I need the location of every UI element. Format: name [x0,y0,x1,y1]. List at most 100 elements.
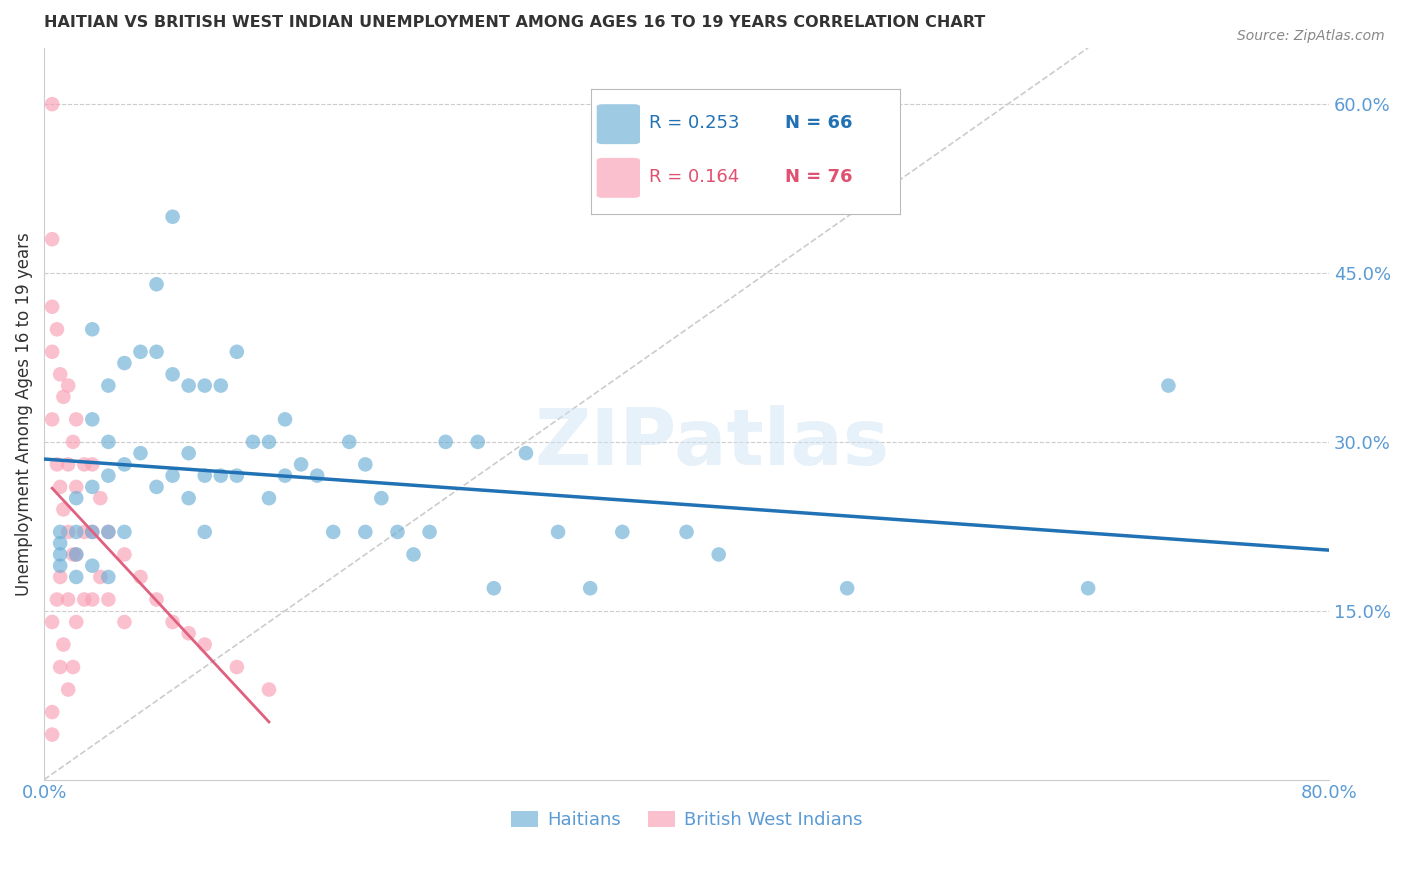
Point [112,356,135,370]
Point [73,458,96,472]
FancyBboxPatch shape [596,158,640,198]
Point [579,581,602,595]
Point [65,480,87,494]
Point [52,638,75,652]
Point [65,491,87,505]
Point [65,570,87,584]
Text: HAITIAN VS BRITISH WEST INDIAN UNEMPLOYMENT AMONG AGES 16 TO 19 YEARS CORRELATIO: HAITIAN VS BRITISH WEST INDIAN UNEMPLOYM… [44,15,986,30]
Point [41,728,63,742]
Point [145,277,167,292]
Point [49,368,72,382]
Point [129,344,152,359]
Point [97,434,120,449]
Point [46,592,69,607]
Point [41,300,63,314]
Point [41,615,63,629]
Point [194,638,217,652]
Point [837,581,859,595]
Point [49,660,72,674]
Point [82,322,104,336]
Point [46,458,69,472]
Point [337,434,360,449]
Point [73,524,96,539]
Point [419,524,441,539]
Point [65,548,87,562]
Point [49,558,72,573]
Point [112,548,135,562]
Point [52,502,75,516]
Point [482,581,505,595]
Point [49,570,72,584]
Point [707,548,730,562]
Point [129,570,152,584]
Point [209,378,232,392]
Point [82,592,104,607]
Point [434,434,457,449]
Point [129,446,152,460]
Point [97,378,120,392]
Text: ZIPatlas: ZIPatlas [534,405,890,481]
Point [97,592,120,607]
Point [225,468,247,483]
Point [274,468,297,483]
Point [145,344,167,359]
Point [49,480,72,494]
Point [49,536,72,550]
Point [49,524,72,539]
Point [162,210,184,224]
Point [257,491,280,505]
Point [467,434,489,449]
Point [52,390,75,404]
Point [58,458,80,472]
Text: N = 76: N = 76 [786,168,853,186]
Point [62,548,84,562]
Point [82,480,104,494]
Point [177,491,200,505]
Point [387,524,409,539]
Point [177,446,200,460]
Point [194,378,217,392]
Text: R = 0.253: R = 0.253 [650,114,740,132]
Point [82,524,104,539]
Point [145,592,167,607]
Point [97,570,120,584]
Point [41,705,63,719]
Point [225,660,247,674]
Point [322,524,344,539]
Point [58,682,80,697]
Point [177,378,200,392]
Point [65,548,87,562]
Point [675,524,697,539]
Point [62,434,84,449]
Point [58,592,80,607]
Point [162,368,184,382]
Point [354,524,377,539]
Point [82,412,104,426]
Point [290,458,312,472]
Point [145,480,167,494]
Point [58,524,80,539]
Y-axis label: Unemployment Among Ages 16 to 19 years: Unemployment Among Ages 16 to 19 years [15,232,32,596]
Text: Source: ZipAtlas.com: Source: ZipAtlas.com [1237,29,1385,43]
Point [58,378,80,392]
Point [97,524,120,539]
Point [162,615,184,629]
Point [257,434,280,449]
Point [1157,378,1180,392]
Point [65,524,87,539]
Point [73,592,96,607]
Point [112,458,135,472]
Point [41,344,63,359]
Point [82,524,104,539]
Point [82,558,104,573]
Point [65,615,87,629]
FancyBboxPatch shape [596,104,640,145]
Point [257,682,280,697]
Point [274,412,297,426]
Point [177,626,200,640]
Point [82,458,104,472]
Text: R = 0.164: R = 0.164 [650,168,740,186]
Point [612,524,634,539]
Point [46,322,69,336]
Point [547,524,569,539]
